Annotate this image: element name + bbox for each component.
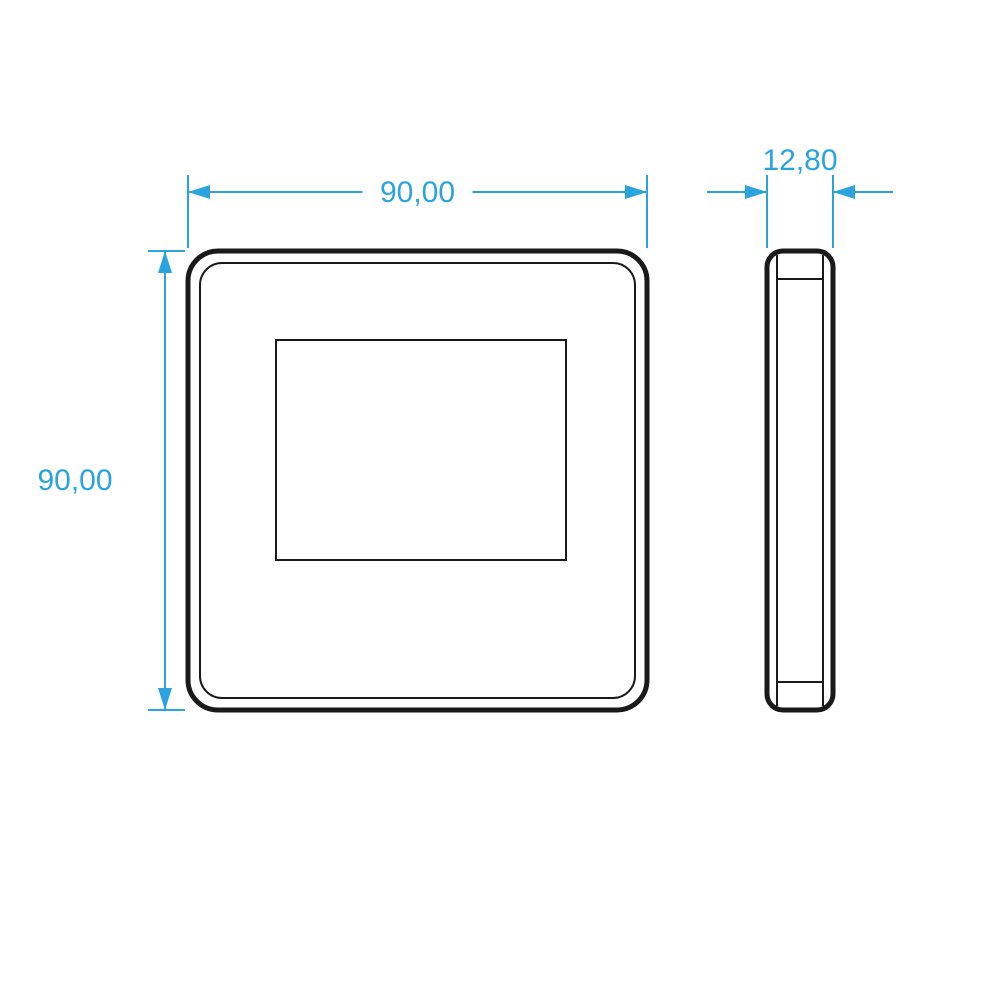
dimension-depth-label: 12,80 [762,144,837,177]
front-window [276,340,566,560]
front-outer-frame [188,251,647,710]
dimension-drawing: 90,00 90,00 12,80 [0,0,1000,1000]
dimension-height-label: 90,00 [37,464,112,497]
front-inner-frame [200,263,635,698]
dimension-width-label: 90,00 [380,176,455,209]
